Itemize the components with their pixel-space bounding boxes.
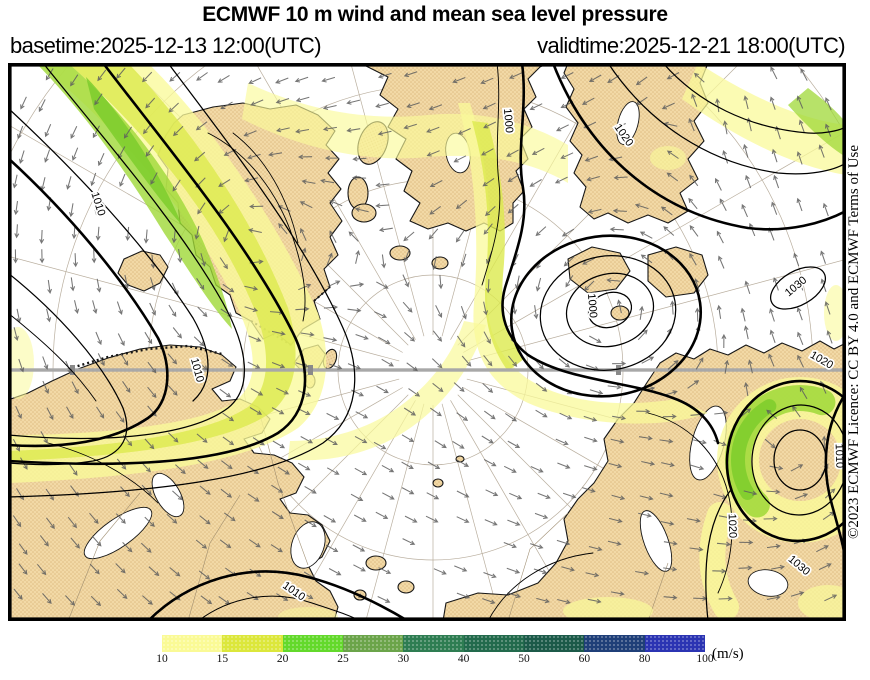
legend-segment-30-40 [403,635,464,652]
basetime-label: basetime:2025-12-13 12:00(UTC) [10,33,322,58]
legend-segment-40-50 [463,635,524,652]
contour-label-1010: 1010 [833,443,846,468]
legend-tick-80: 80 [638,653,651,665]
map-canvas: 1010101010001020103010001020101010301020… [8,63,846,621]
legend-tick-10: 10 [156,653,168,665]
legend-segment-20-25 [282,635,343,652]
legend-segment-50-60 [523,635,585,652]
contour-label-1000: 1000 [585,293,599,318]
legend-segment-25-30 [342,635,404,652]
legend-tick-20: 20 [276,653,289,665]
pressure-contours-layer [8,63,846,621]
legend-segment-10-15 [162,635,223,652]
legend-segment-15-20 [222,635,283,652]
validtime-label: validtime:2025-12-21 18:00(UTC) [537,33,845,58]
contour-label-1000: 1000 [501,108,515,133]
legend-segment-80-100 [644,635,705,652]
legend-tick-25: 25 [337,653,349,665]
map-border [8,63,846,621]
legend-tick-50: 50 [518,653,530,665]
legend-tick-30: 30 [397,653,410,665]
wind-speed-legend-bar [162,635,705,652]
legend-tick-100: 100 [696,653,714,665]
legend-tick-15: 15 [216,653,229,665]
weather-map: 1010 1010 1000 1020 1030 1000 1020 1010 1030 1020… [8,63,846,621]
legend-unit-label: (m/s) [712,646,744,662]
latitude-line [8,365,846,375]
legend-tick-40: 40 [457,653,470,665]
legend-segment-60-80 [584,635,645,652]
copyright-vertical-text: ©2023 ECMWF Licence: CC BY 4.0 and ECMWF… [846,144,862,540]
contour-label-1020: 1020 [726,513,739,538]
page-title: ECMWF 10 m wind and mean sea level press… [202,3,668,26]
legend-tick-60: 60 [578,653,591,665]
